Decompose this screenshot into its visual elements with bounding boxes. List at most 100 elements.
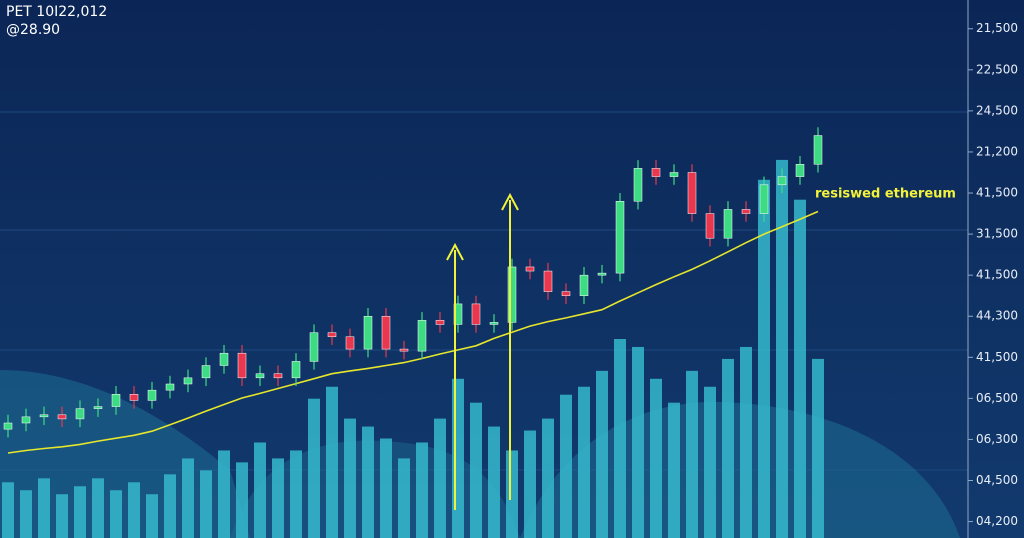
volume-bar — [776, 159, 788, 538]
volume-bar — [452, 378, 464, 538]
y-tick-label: 06,500 — [976, 391, 1018, 405]
volume-bar — [56, 494, 68, 538]
y-tick-label: 24,500 — [976, 103, 1018, 117]
arrow-head — [501, 192, 519, 211]
candle-body — [129, 394, 139, 401]
volume-bar — [254, 442, 266, 538]
volume-bar — [488, 426, 500, 538]
candle-body — [417, 320, 427, 352]
candle-body — [3, 422, 13, 430]
y-tick-label: 41,500 — [976, 350, 1018, 364]
volume-bar — [686, 370, 698, 538]
volume-bar — [92, 478, 104, 538]
y-tick-label: 04,200 — [976, 514, 1018, 528]
y-tick-label: 22,500 — [976, 62, 1018, 76]
chart-title: PET 10I22,012 — [6, 4, 107, 20]
candle-body — [237, 352, 247, 379]
y-tick-label: 31,500 — [976, 227, 1018, 241]
candle-body — [669, 172, 679, 177]
volume-bar — [524, 430, 536, 538]
candle-body — [183, 377, 193, 385]
candle-body — [543, 270, 553, 292]
candle-body — [273, 373, 283, 379]
candle-body — [471, 303, 481, 325]
candle-body — [777, 176, 787, 186]
candle-body — [291, 361, 301, 379]
y-tick-label: 04,500 — [976, 473, 1018, 487]
candle-body — [651, 168, 661, 177]
candle-body — [723, 209, 733, 239]
volume-bar — [218, 450, 230, 538]
candle-body — [219, 352, 229, 366]
candle-body — [345, 336, 355, 350]
volume-bar — [20, 490, 32, 538]
volume-bar — [290, 450, 302, 538]
candle-body — [57, 414, 67, 420]
candle-body — [111, 394, 121, 407]
candle-body — [525, 266, 535, 272]
volume-bar — [470, 402, 482, 538]
candle-body — [741, 209, 751, 214]
candle-body — [147, 389, 157, 401]
volume-bar — [74, 486, 86, 538]
candle-body — [687, 172, 697, 214]
volume-bar — [308, 398, 320, 538]
y-tick-label: 06,300 — [976, 432, 1018, 446]
volume-bar — [740, 346, 752, 538]
volume-bar — [164, 474, 176, 538]
volume-bar — [344, 418, 356, 538]
candle-body — [21, 416, 31, 424]
candle-body — [705, 213, 715, 239]
volume-bar — [758, 179, 770, 538]
volume-bar — [146, 494, 158, 538]
volume-bar — [398, 458, 410, 538]
volume-bar — [506, 450, 518, 538]
annotation: resiswed ethereum — [815, 187, 956, 202]
candle-body — [813, 135, 823, 165]
y-tick-label: 21,200 — [976, 144, 1018, 158]
volume-bar — [326, 386, 338, 538]
volume-bar — [182, 458, 194, 538]
volume-bar — [632, 346, 644, 538]
volume-bar — [614, 339, 626, 538]
volume-bars — [2, 159, 824, 538]
candle-body — [327, 332, 337, 338]
volume-bar — [128, 482, 140, 538]
candle-body — [75, 408, 85, 420]
candle-body — [309, 332, 319, 362]
volume-bar — [560, 394, 572, 538]
candle-body — [615, 200, 625, 274]
moving-average-line — [7, 210, 819, 454]
volume-bar — [362, 426, 374, 538]
y-tick-label: 41,500 — [976, 268, 1018, 282]
candle-body — [597, 272, 607, 276]
candle-body — [489, 322, 499, 325]
candle-body — [561, 291, 571, 296]
volume-bar — [812, 358, 824, 538]
candle-body — [201, 365, 211, 379]
arrow-head — [446, 242, 464, 261]
y-tick-label: 44,300 — [976, 309, 1018, 323]
candle-body — [39, 414, 49, 418]
y-tick-label: 41,500 — [976, 186, 1018, 200]
volume-bar — [2, 482, 14, 538]
candle-body — [579, 274, 589, 296]
volume-bar — [236, 462, 248, 538]
volume-bar — [434, 418, 446, 538]
volume-bar — [704, 386, 716, 538]
y-tick-label: 21,500 — [976, 21, 1018, 35]
candle-body — [507, 266, 517, 323]
volume-bar — [578, 386, 590, 538]
volume-bar — [416, 442, 428, 538]
volume-bar — [596, 370, 608, 538]
candle-body — [363, 315, 373, 350]
candle-body — [93, 406, 103, 409]
volume-bar — [794, 199, 806, 538]
volume-bar — [722, 358, 734, 538]
volume-bar — [668, 402, 680, 538]
volume-bar — [650, 378, 662, 538]
candle-body — [255, 373, 265, 379]
volume-bar — [200, 470, 212, 538]
